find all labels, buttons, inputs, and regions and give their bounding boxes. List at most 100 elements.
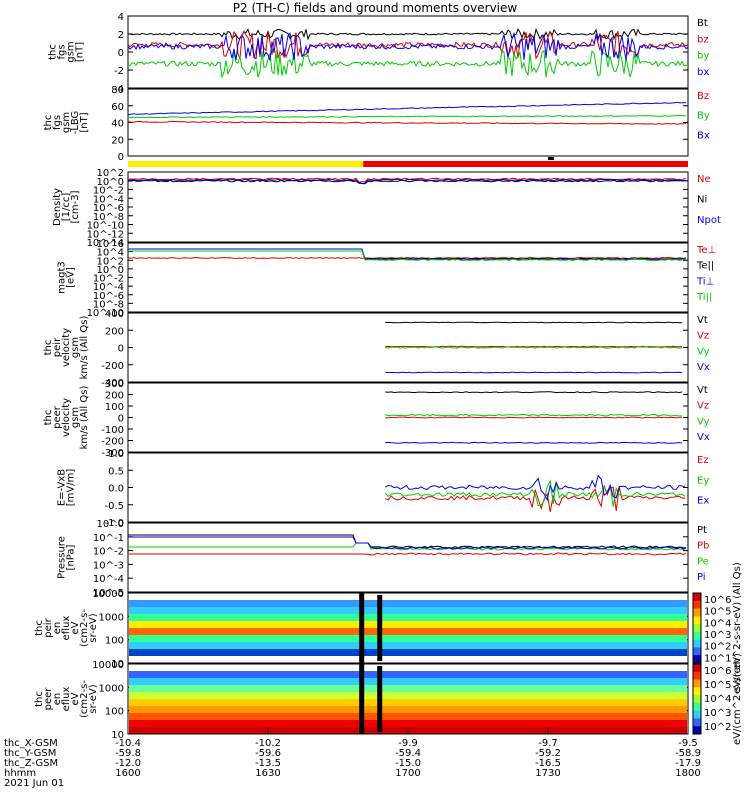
y-axis-label: [nPa] — [66, 544, 77, 570]
y-tick-label: 200 — [105, 326, 124, 337]
y-axis-label: thc — [48, 44, 59, 60]
trace-Pi — [128, 536, 687, 550]
y-tick-label: -300 — [101, 448, 124, 459]
y-tick-label: 10^0 — [97, 265, 124, 276]
y-axis-label: Pressure — [57, 536, 68, 579]
trace-Vy — [385, 413, 683, 417]
spectrogram-band — [129, 692, 687, 700]
colorbar-segment — [693, 608, 701, 617]
y-axis-label: velocity — [61, 398, 72, 437]
y-axis-label: [1/cc] — [61, 193, 72, 222]
colorbar-segment — [693, 726, 701, 735]
mode-bar-fast — [363, 161, 688, 167]
spectrogram-band — [129, 664, 687, 672]
spectrogram-band — [129, 678, 687, 686]
panel-7: 1.0 0.5 0.0 -0.5 -1.0 E=-VxB[mV/m] Ez Ey Ex — [57, 449, 710, 529]
trace-Te⊥ — [127, 256, 687, 260]
y-tick-label: 10^-2 — [93, 547, 124, 558]
ephemeris-value: -13.5 — [255, 758, 281, 769]
ephemeris-label: thc_X-GSM — [4, 738, 58, 749]
trace-Bt — [127, 27, 689, 41]
y-tick-label: 10^2 — [97, 168, 124, 179]
y-tick-label: 10^-12 — [87, 229, 124, 240]
panel-4: 10^610^410^210^010^-210^-410^-610^-810^-… — [57, 239, 717, 319]
y-axis-label: eflux — [61, 616, 72, 641]
colorbar-segment — [693, 702, 701, 712]
colorbar-tick: 10^4 — [704, 618, 731, 629]
ephemeris-value: 1700 — [395, 768, 420, 779]
y-tick-label: 10^-6 — [93, 291, 124, 302]
y-tick-label: 0 — [118, 344, 124, 355]
y-tick-label: 10^-1 — [93, 533, 124, 544]
y-tick-label: 400 — [105, 309, 124, 320]
ephemeris-value: -15.0 — [395, 758, 421, 769]
y-tick-label: 10^-4 — [93, 574, 124, 585]
legend-Pb: Pb — [697, 541, 709, 552]
spectrogram-band — [129, 607, 687, 615]
ephemeris-value: -9.5 — [678, 738, 698, 749]
legend-Ti⊥: Ti⊥ — [696, 276, 714, 287]
colorbar-frame — [692, 592, 702, 664]
y-axis-label: fgs — [57, 44, 68, 59]
y-tick-label: -400 — [101, 378, 124, 389]
panel-9: 10000 1000 100 10 thcpeirenefluxeV(cm2-s-sr-… — [34, 589, 689, 670]
colorbar-tick: 10^4 — [704, 694, 731, 705]
colorbar-segment — [693, 687, 701, 696]
trace-Ey — [384, 479, 686, 507]
ephemeris-value: -10.2 — [255, 738, 281, 749]
y-axis-label: peer — [43, 687, 54, 711]
y-axis-label: thc — [43, 115, 54, 131]
trace-by — [127, 49, 689, 78]
legend-Te⊥: Te⊥ — [696, 245, 716, 256]
colorbar-tick: 10^1 — [704, 653, 731, 664]
colorbar-segment — [693, 695, 701, 704]
colorbar-label: eV/(cm^2-s-sr-eV) — [732, 653, 743, 745]
panel-frame — [127, 88, 689, 157]
panel-3: 10^210^010^-210^-410^-610^-810^-1010^-12… — [52, 168, 721, 249]
data-gap — [377, 595, 383, 661]
panel-8: 10^0 10^-1 10^-2 10^-3 10^-4 10^-5 Pressure[nP… — [57, 519, 710, 599]
colorbar-segment — [693, 655, 701, 664]
ephemeris-value: -9.7 — [538, 738, 558, 749]
y-tick-label: 0 — [118, 48, 124, 59]
y-tick-label: 1000 — [99, 612, 124, 623]
y-tick-label: -100 — [101, 425, 124, 436]
trace-Npot — [128, 178, 687, 185]
y-tick-label: 10 — [111, 730, 124, 741]
spectrogram-band — [129, 699, 687, 707]
colorbar-frame — [692, 663, 702, 735]
ephemeris-value: -59.4 — [395, 748, 421, 759]
colorbar-segment — [693, 624, 701, 633]
y-tick-label: 10 — [111, 659, 124, 670]
y-axis-label: gsm — [70, 337, 81, 358]
colorbar-segment — [693, 647, 701, 656]
data-gap — [359, 664, 365, 734]
legend-Vx: Vx — [697, 432, 710, 443]
y-axis-label: peir — [43, 617, 54, 637]
y-axis-label: gsm — [66, 41, 77, 62]
spectrogram-band — [129, 600, 687, 608]
y-tick-label: 100 — [105, 636, 124, 647]
legend-bx: bx — [697, 67, 709, 78]
legend-By: By — [697, 111, 710, 122]
ephemeris-value: -17.9 — [675, 758, 701, 769]
y-tick-label: 100 — [105, 402, 124, 413]
date-label: 2021 Jun 01 — [4, 778, 64, 789]
spectrogram-band — [129, 621, 687, 629]
legend-Pt: Pt — [697, 525, 707, 536]
y-axis-label: magt3 — [57, 261, 68, 294]
panel-frame — [127, 242, 689, 313]
y-axis-label: E=-VxB — [57, 469, 68, 506]
y-axis-label: -LBG — [70, 111, 81, 135]
y-axis-label: [mV/m] — [66, 469, 77, 507]
y-tick-label: 10^2 — [97, 256, 124, 267]
ephemeris-label: thc_Y-GSM — [4, 748, 56, 759]
trace-Vx — [385, 441, 683, 444]
colorbar-segment — [693, 718, 701, 727]
colorbar-segment — [693, 593, 701, 602]
trace-Pb — [128, 552, 687, 556]
colorbar-tick: 10^2 — [704, 642, 731, 653]
